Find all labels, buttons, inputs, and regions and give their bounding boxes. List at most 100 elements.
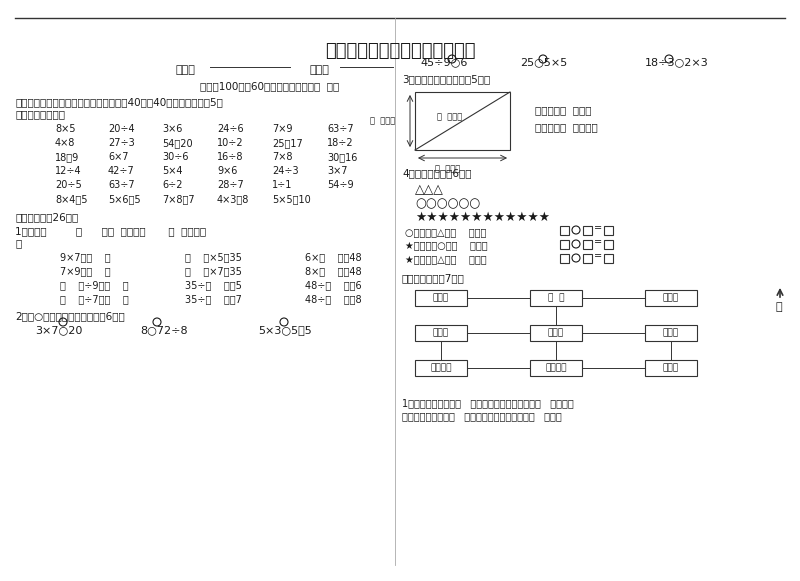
Text: 4、看图填空。（6分）: 4、看图填空。（6分） bbox=[402, 168, 471, 178]
Text: （    ）×5＝35: （ ）×5＝35 bbox=[185, 252, 242, 262]
Text: 48÷（    ）＝6: 48÷（ ）＝6 bbox=[305, 280, 362, 290]
Text: 12÷4: 12÷4 bbox=[55, 166, 82, 176]
Text: 5×3○5＋5: 5×3○5＋5 bbox=[258, 325, 312, 335]
Text: （  ）厘米: （ ）厘米 bbox=[370, 117, 395, 125]
Text: （满分100分；60分钟完卷。命题：陈  能）: （满分100分；60分钟完卷。命题：陈 能） bbox=[200, 81, 339, 91]
Text: 一、听老师念题，写出算式和得数。（共40题，40分。另用纸做，5分: 一、听老师念题，写出算式和得数。（共40题，40分。另用纸做，5分 bbox=[15, 97, 223, 107]
Text: 7×9: 7×9 bbox=[272, 124, 293, 134]
Text: 25＋17: 25＋17 bbox=[272, 138, 302, 148]
Text: 6÷2: 6÷2 bbox=[162, 180, 182, 190]
Text: 得分：: 得分： bbox=[310, 65, 330, 75]
Text: 7×8: 7×8 bbox=[272, 152, 293, 162]
Text: 6×7: 6×7 bbox=[108, 152, 129, 162]
Text: 27÷3: 27÷3 bbox=[108, 138, 134, 148]
Text: 大  门: 大 门 bbox=[548, 293, 564, 303]
Text: 过山车: 过山车 bbox=[433, 328, 449, 338]
Text: 八: 八 bbox=[15, 238, 22, 248]
Text: 63÷7: 63÷7 bbox=[108, 180, 134, 190]
Bar bbox=[560, 226, 569, 235]
Text: （    ）÷9＝（    ）: （ ）÷9＝（ ） bbox=[60, 280, 129, 290]
Text: 激流勇进: 激流勇进 bbox=[430, 364, 452, 372]
Text: （  ）厘米: （ ）厘米 bbox=[437, 112, 462, 121]
Text: 蹦蹦跳: 蹦蹦跳 bbox=[663, 328, 679, 338]
Text: 35÷（    ）＝5: 35÷（ ）＝5 bbox=[185, 280, 242, 290]
Text: 滚列车在太空船的（   ）面，过山车在太空船的（   ）面。: 滚列车在太空船的（ ）面，过山车在太空船的（ ）面。 bbox=[402, 411, 562, 421]
Text: ★的个数是△的（    ）倍，: ★的个数是△的（ ）倍， bbox=[405, 255, 486, 265]
Bar bbox=[583, 240, 592, 249]
Text: 1÷1: 1÷1 bbox=[272, 180, 292, 190]
Text: 54－20: 54－20 bbox=[162, 138, 193, 148]
Text: 20÷5: 20÷5 bbox=[55, 180, 82, 190]
Bar bbox=[583, 254, 592, 263]
Text: 6×（    ）＝48: 6×（ ）＝48 bbox=[305, 252, 362, 262]
Text: 3×6: 3×6 bbox=[162, 124, 182, 134]
Bar bbox=[604, 226, 613, 235]
Text: 7×9＝（    ）: 7×9＝（ ） bbox=[60, 266, 110, 276]
Text: ○的个数是△的（    ）倍，: ○的个数是△的（ ）倍， bbox=[405, 227, 486, 237]
Text: 8×5: 8×5 bbox=[55, 124, 75, 134]
Text: 8○72÷8: 8○72÷8 bbox=[140, 325, 188, 335]
Text: ★的个数是○的（    ）倍，: ★的个数是○的（ ）倍， bbox=[405, 241, 488, 251]
Bar bbox=[645, 325, 697, 341]
Text: 9×7＝（    ）: 9×7＝（ ） bbox=[60, 252, 110, 262]
Text: 5×5＋10: 5×5＋10 bbox=[272, 194, 310, 204]
Text: 小学二年级期末数学综合测试题: 小学二年级期末数学综合测试题 bbox=[325, 42, 475, 60]
Text: 太空船: 太空船 bbox=[548, 328, 564, 338]
Bar bbox=[530, 290, 582, 306]
Text: 图中有个（  ）角，: 图中有个（ ）角， bbox=[535, 105, 591, 115]
Bar bbox=[604, 254, 613, 263]
Bar bbox=[415, 360, 467, 376]
Text: 北: 北 bbox=[776, 302, 782, 312]
Bar bbox=[415, 92, 510, 150]
Text: 35÷（    ）＝7: 35÷（ ）＝7 bbox=[185, 294, 242, 304]
Text: 7×8＋7: 7×8＋7 bbox=[162, 194, 194, 204]
Text: 16÷8: 16÷8 bbox=[217, 152, 243, 162]
Text: 碰碰车: 碰碰车 bbox=[663, 293, 679, 303]
Text: 24÷6: 24÷6 bbox=[217, 124, 244, 134]
Text: =: = bbox=[594, 223, 602, 233]
Text: 4×3＋8: 4×3＋8 bbox=[217, 194, 250, 204]
Text: 28÷7: 28÷7 bbox=[217, 180, 244, 190]
Text: 3、量一量，填一填。（5分）: 3、量一量，填一填。（5分） bbox=[402, 74, 490, 84]
Text: （    ）×7＝35: （ ）×7＝35 bbox=[185, 266, 242, 276]
Bar bbox=[530, 360, 582, 376]
Bar bbox=[604, 240, 613, 249]
Bar bbox=[645, 290, 697, 306]
Text: 10÷2: 10÷2 bbox=[217, 138, 244, 148]
Text: 1、大门在太空船的（   ）面，翻极跳在太空船的（   ）面。翻: 1、大门在太空船的（ ）面，翻极跳在太空船的（ ）面。翻 bbox=[402, 398, 574, 408]
Text: 翻滚列车: 翻滚列车 bbox=[546, 364, 566, 372]
Text: 8×（    ）＝48: 8×（ ）＝48 bbox=[305, 266, 362, 276]
Bar bbox=[560, 254, 569, 263]
Text: 18÷2: 18÷2 bbox=[327, 138, 354, 148]
Text: 9×6: 9×6 bbox=[217, 166, 238, 176]
Text: △△△: △△△ bbox=[415, 183, 444, 196]
Bar bbox=[645, 360, 697, 376]
Text: 钟完卷后收交。）: 钟完卷后收交。） bbox=[15, 109, 65, 119]
Text: 小火车: 小火车 bbox=[433, 293, 449, 303]
Text: 63÷7: 63÷7 bbox=[327, 124, 354, 134]
Text: （  ）厘米: （ ）厘米 bbox=[435, 164, 460, 173]
Text: ○○○○○○: ○○○○○○ bbox=[415, 197, 480, 210]
Text: 30÷6: 30÷6 bbox=[162, 152, 189, 162]
Text: ★★★★★★★★★★★★: ★★★★★★★★★★★★ bbox=[415, 211, 550, 224]
Text: =: = bbox=[594, 237, 602, 247]
Text: 54÷9: 54÷9 bbox=[327, 180, 354, 190]
Bar bbox=[560, 240, 569, 249]
Text: 25○5×5: 25○5×5 bbox=[520, 57, 567, 67]
Text: 30－16: 30－16 bbox=[327, 152, 358, 162]
Text: 姓名：: 姓名： bbox=[175, 65, 195, 75]
Text: 5×4: 5×4 bbox=[162, 166, 182, 176]
Text: 5×6－5: 5×6－5 bbox=[108, 194, 141, 204]
Bar bbox=[583, 226, 592, 235]
Text: 42÷7: 42÷7 bbox=[108, 166, 134, 176]
Bar bbox=[415, 290, 467, 306]
Text: 3×7: 3×7 bbox=[327, 166, 347, 176]
Text: 18÷3○2×3: 18÷3○2×3 bbox=[645, 57, 709, 67]
Text: 48÷（    ）＝8: 48÷（ ）＝8 bbox=[305, 294, 362, 304]
Text: 4×8: 4×8 bbox=[55, 138, 75, 148]
Text: 海底馆: 海底馆 bbox=[663, 364, 679, 372]
Text: 8×4＋5: 8×4＋5 bbox=[55, 194, 87, 204]
Text: 24÷3: 24÷3 bbox=[272, 166, 298, 176]
Text: =: = bbox=[594, 251, 602, 261]
Text: 1、七九（         ）      五（  ）三十五       （  ）八四十: 1、七九（ ） 五（ ）三十五 （ ）八四十 bbox=[15, 226, 206, 236]
